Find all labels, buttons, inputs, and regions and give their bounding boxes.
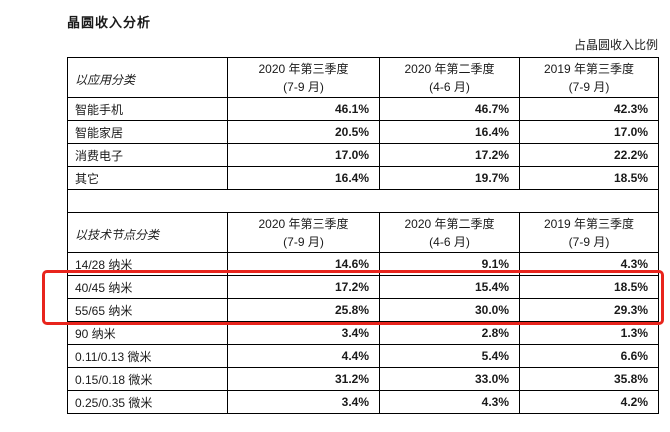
value-cell: 33.0% (379, 367, 520, 391)
value-cell: 4.4% (227, 344, 380, 368)
unit-note: 占晶圆收入比例 (573, 38, 658, 52)
table-spacer-row (67, 189, 659, 213)
value-cell: 4.3% (519, 252, 659, 276)
value-cell: 17.2% (227, 275, 380, 299)
value-cell: 25.8% (227, 298, 380, 322)
value-cell: 19.7% (379, 166, 520, 190)
value-cell: 1.3% (519, 321, 659, 345)
value-cell: 20.5% (227, 120, 380, 144)
col-header-q3-2019: 2019 年第三季度 (7-9 月) (519, 57, 659, 98)
col-header-period: 2019 年第三季度 (543, 61, 635, 76)
col-header-q2-2020: 2020 年第二季度 (4-6 月) (379, 212, 520, 253)
table-row-015-018um: 0.15/0.18 微米 31.2% 33.0% 35.8% (67, 367, 659, 391)
value-cell: 16.4% (379, 120, 520, 144)
application-header-row: 以应用分类 2020 年第三季度 (7-9 月) 2020 年第二季度 (4-6… (67, 57, 659, 98)
value-cell: 29.3% (519, 298, 659, 322)
page-title: 晶圆收入分析 (67, 15, 152, 30)
col-header-months: (4-6 月) (429, 234, 470, 249)
value-cell: 35.8% (519, 367, 659, 391)
value-cell: 18.5% (519, 275, 659, 299)
col-header-period: 2020 年第二季度 (404, 61, 495, 76)
technology-header-row: 以技术节点分类 2020 年第三季度 (7-9 月) 2020 年第二季度 (4… (67, 212, 659, 253)
row-label: 55/65 纳米 (67, 298, 228, 322)
value-cell: 42.3% (519, 97, 659, 121)
application-category-header: 以应用分类 (67, 57, 228, 98)
value-cell: 4.3% (379, 390, 520, 414)
row-label: 0.25/0.35 微米 (67, 390, 228, 414)
value-cell: 17.2% (379, 143, 520, 167)
col-header-months: (7-9 月) (568, 234, 610, 249)
value-cell: 6.6% (519, 344, 659, 368)
value-cell: 14.6% (227, 252, 380, 276)
row-label: 0.11/0.13 微米 (67, 344, 228, 368)
col-header-months: (7-9 月) (283, 234, 324, 249)
value-cell: 9.1% (379, 252, 520, 276)
value-cell: 31.2% (227, 367, 380, 391)
col-header-q2-2020: 2020 年第二季度 (4-6 月) (379, 57, 520, 98)
col-header-period: 2020 年第三季度 (258, 61, 349, 76)
col-header-q3-2020: 2020 年第三季度 (7-9 月) (227, 57, 380, 98)
col-header-q3-2020: 2020 年第三季度 (7-9 月) (227, 212, 380, 253)
table-row-90nm: 90 纳米 3.4% 2.8% 1.3% (67, 321, 659, 345)
table-row-40-45nm: 40/45 纳米 17.2% 15.4% 18.5% (67, 275, 659, 299)
wafer-revenue-table: 以应用分类 2020 年第三季度 (7-9 月) 2020 年第二季度 (4-6… (67, 57, 659, 414)
value-cell: 46.1% (227, 97, 380, 121)
row-label: 0.15/0.18 微米 (67, 367, 228, 391)
col-header-q3-2019: 2019 年第三季度 (7-9 月) (519, 212, 659, 253)
table-row-55-65nm: 55/65 纳米 25.8% 30.0% 29.3% (67, 298, 659, 322)
table-row-011-013um: 0.11/0.13 微米 4.4% 5.4% 6.6% (67, 344, 659, 368)
spacer-cell (67, 189, 659, 213)
value-cell: 4.2% (519, 390, 659, 414)
col-header-months: (7-9 月) (283, 79, 324, 94)
value-cell: 2.8% (379, 321, 520, 345)
value-cell: 5.4% (379, 344, 520, 368)
row-label: 14/28 纳米 (67, 252, 228, 276)
row-label: 40/45 纳米 (67, 275, 228, 299)
value-cell: 30.0% (379, 298, 520, 322)
row-label: 消费电子 (67, 143, 228, 167)
technology-category-header: 以技术节点分类 (67, 212, 228, 253)
value-cell: 15.4% (379, 275, 520, 299)
table-row-others: 其它 16.4% 19.7% 18.5% (67, 166, 659, 190)
value-cell: 17.0% (227, 143, 380, 167)
col-header-period: 2020 年第三季度 (258, 216, 349, 231)
table-row-smartphone: 智能手机 46.1% 46.7% 42.3% (67, 97, 659, 121)
value-cell: 17.0% (519, 120, 659, 144)
value-cell: 3.4% (227, 321, 380, 345)
value-cell: 18.5% (519, 166, 659, 190)
table-row-smarthome: 智能家居 20.5% 16.4% 17.0% (67, 120, 659, 144)
row-label: 智能家居 (67, 120, 228, 144)
col-header-months: (4-6 月) (429, 79, 470, 94)
table-row-14-28nm: 14/28 纳米 14.6% 9.1% 4.3% (67, 252, 659, 276)
value-cell: 46.7% (379, 97, 520, 121)
row-label: 其它 (67, 166, 228, 190)
value-cell: 3.4% (227, 390, 380, 414)
col-header-months: (7-9 月) (568, 79, 610, 94)
row-label: 90 纳米 (67, 321, 228, 345)
value-cell: 22.2% (519, 143, 659, 167)
col-header-period: 2019 年第三季度 (543, 216, 635, 231)
table-row-consumer-electronics: 消费电子 17.0% 17.2% 22.2% (67, 143, 659, 167)
col-header-period: 2020 年第二季度 (404, 216, 495, 231)
row-label: 智能手机 (67, 97, 228, 121)
table-row-025-035um: 0.25/0.35 微米 3.4% 4.3% 4.2% (67, 390, 659, 414)
value-cell: 16.4% (227, 166, 380, 190)
